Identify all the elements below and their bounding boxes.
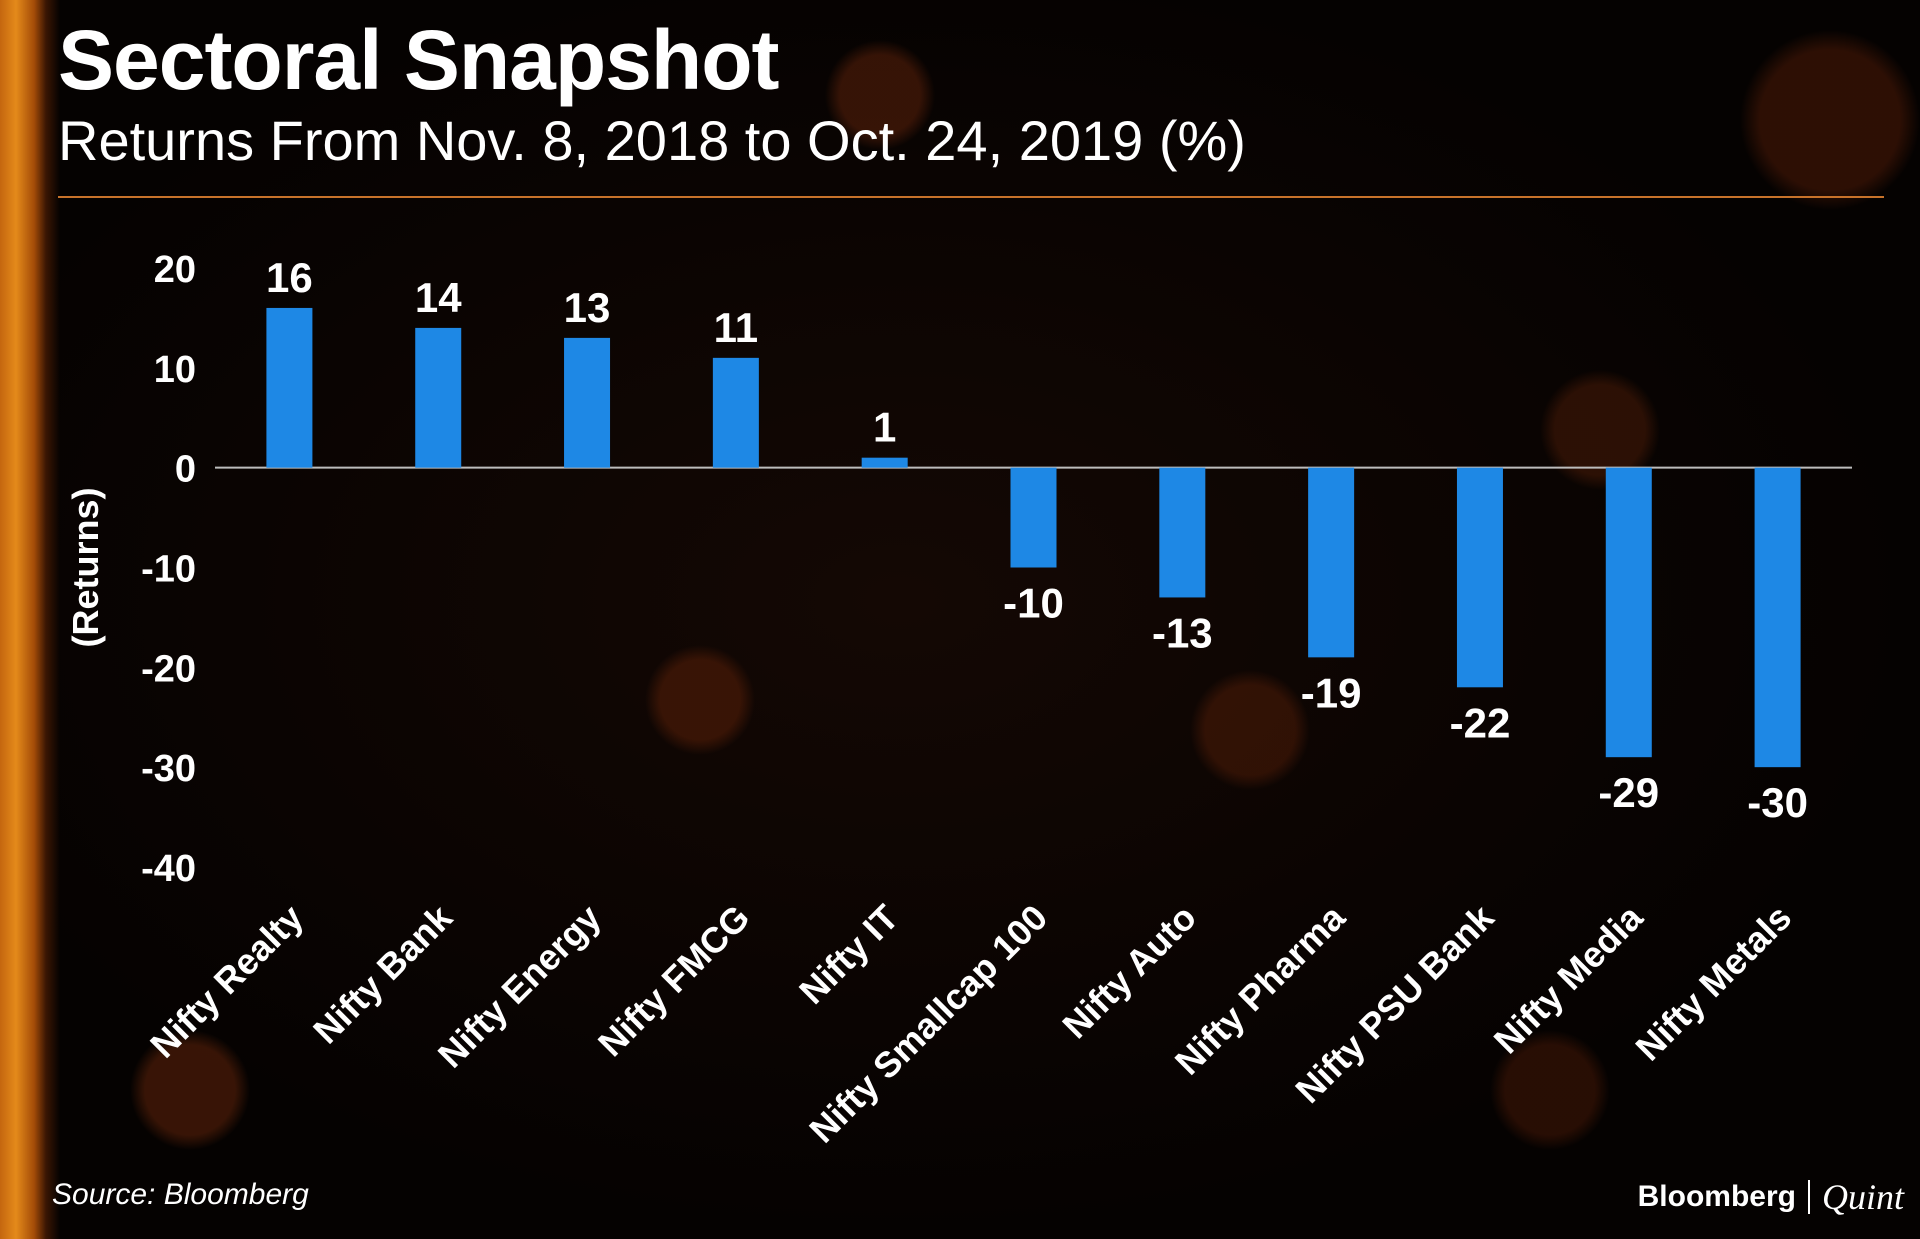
brand-name: Bloomberg: [1637, 1180, 1796, 1213]
chart-subtitle: Returns From Nov. 8, 2018 to Oct. 24, 20…: [58, 109, 1246, 172]
bar: [1456, 467, 1503, 688]
bar: [1308, 467, 1355, 658]
y-tick-label: -30: [141, 748, 196, 790]
brand-logo: Bloomberg Quint: [1638, 1176, 1904, 1218]
bar: [1159, 467, 1206, 598]
x-tick-label: Nifty Bank: [305, 896, 461, 1052]
bar: [266, 307, 313, 468]
bar: [415, 327, 462, 468]
y-tick-label: 10: [154, 349, 196, 391]
data-label: -29: [1598, 769, 1659, 816]
data-label: -19: [1301, 669, 1362, 716]
y-tick-label: -40: [141, 848, 196, 890]
bar: [1010, 467, 1057, 568]
x-tick-label: Nifty Media: [1486, 896, 1651, 1061]
bar: [1754, 467, 1801, 768]
data-label: -10: [1003, 580, 1064, 627]
data-label: 11: [714, 304, 758, 351]
bar: [1605, 467, 1652, 758]
x-tick-label: Nifty IT: [791, 897, 906, 1012]
bar: [564, 337, 611, 468]
brand-sub: Quint: [1821, 1177, 1904, 1217]
x-tick-label: Nifty FMCG: [590, 897, 758, 1065]
data-label: 16: [266, 254, 313, 301]
brand-divider: [1807, 1180, 1810, 1214]
y-tick-label: -20: [141, 648, 196, 690]
y-tick-label: -10: [141, 549, 196, 591]
bar: [712, 357, 759, 468]
bar: [861, 457, 908, 468]
x-tick-label: Nifty Metals: [1627, 897, 1799, 1069]
x-tick-label: Nifty Realty: [142, 897, 311, 1066]
data-label: 1: [873, 404, 896, 451]
y-tick-label: 0: [175, 449, 196, 491]
data-label: -30: [1747, 779, 1808, 826]
chart-title: Sectoral Snapshot: [58, 13, 780, 107]
y-axis-label: (Returns): [65, 488, 106, 648]
title-divider: [58, 196, 1884, 198]
source-note: Source: Bloomberg: [52, 1178, 309, 1211]
data-label: 13: [564, 284, 611, 331]
x-tick-label: Nifty Auto: [1054, 897, 1204, 1047]
y-tick-label: 20: [154, 249, 196, 291]
data-label: 14: [415, 274, 462, 321]
data-label: -13: [1152, 609, 1213, 656]
data-label: -22: [1450, 699, 1511, 746]
